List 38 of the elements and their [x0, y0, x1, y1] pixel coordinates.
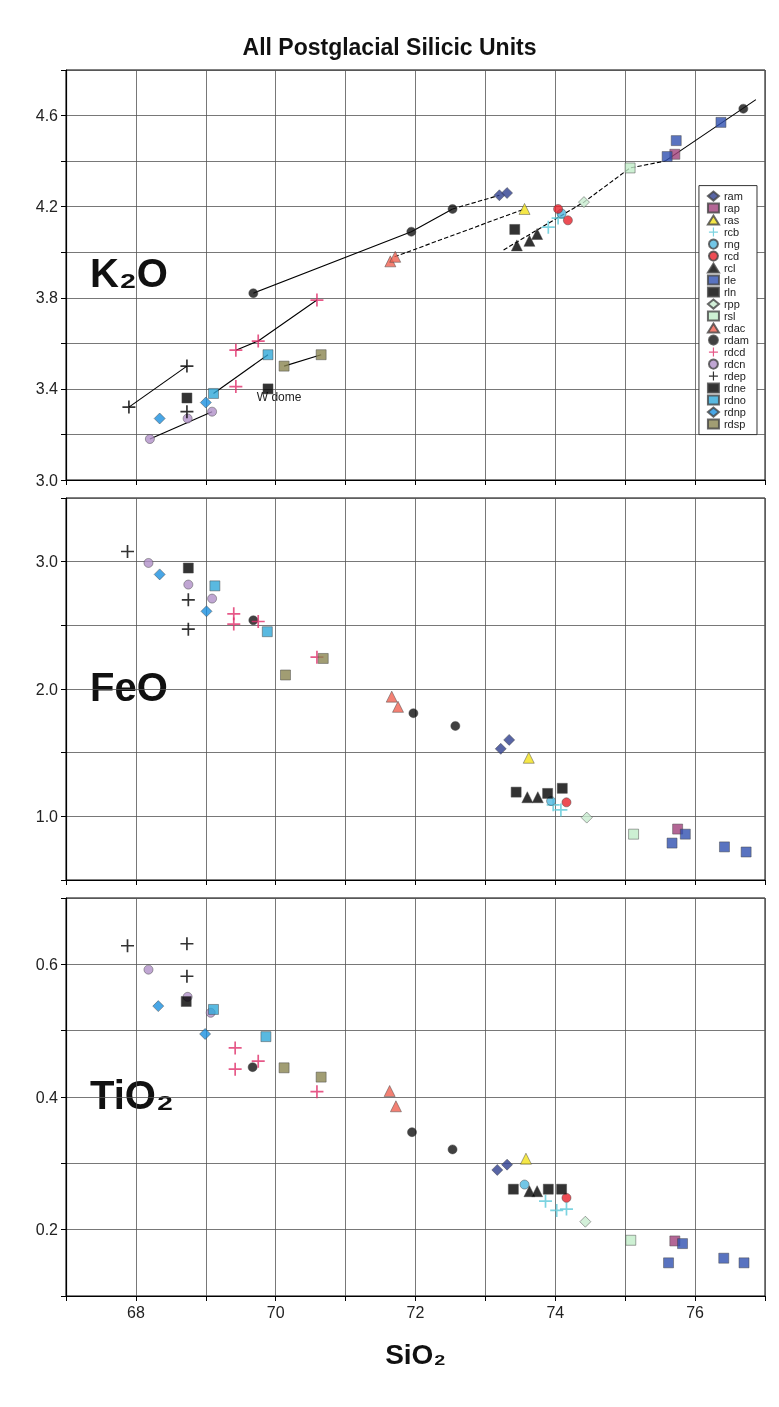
legend-label: rdac [723, 322, 746, 335]
legend-label: rle [723, 274, 737, 287]
chart-title: All Postglacial Silicic Units [242, 33, 537, 60]
legend-label: rdep [723, 370, 746, 383]
x-tick-label: 74 [546, 1303, 565, 1321]
y-tick-label: 4.2 [35, 198, 59, 216]
legend-label: rsl [723, 310, 736, 323]
legend-label: rdam [723, 334, 749, 347]
legend-label: rcd [723, 250, 740, 263]
y-tick-label: 0.2 [35, 1221, 59, 1239]
x-tick-label: 70 [266, 1303, 285, 1321]
legend-label: rcl [723, 262, 736, 275]
y-tick-label: 0.4 [35, 1088, 59, 1106]
legend-label: ram [723, 190, 743, 203]
x-tick-label: 72 [406, 1303, 425, 1321]
y-tick-label: 3.8 [35, 289, 59, 307]
y-tick-label: 1.0 [35, 807, 59, 825]
legend-label: rcb [723, 226, 740, 239]
legend-label: rdsp [723, 418, 746, 431]
x-tick-label: 76 [686, 1303, 705, 1321]
y-tick-label: 2.0 [35, 680, 59, 698]
y-tick-label: 3.0 [35, 553, 59, 571]
x-axis-title: SiO₂ [385, 1338, 446, 1370]
y-tick-label: 4.6 [35, 107, 59, 125]
legend-label: rdcn [723, 358, 746, 371]
y-tick-label: 3.0 [35, 471, 59, 489]
legend-label: rap [723, 202, 740, 215]
legend-label: rln [723, 286, 737, 299]
x-tick-label: 68 [127, 1303, 145, 1321]
legend-label: rdne [723, 382, 746, 395]
legend-label: ras [723, 214, 740, 227]
legend-label: rpp [723, 298, 740, 311]
y-tick-label: 0.6 [35, 955, 59, 973]
legend-label: rdnp [723, 406, 746, 419]
legend-label: rdno [723, 394, 746, 407]
y-tick-label: 3.4 [35, 380, 59, 398]
legend-label: rng [723, 238, 740, 251]
legend-label: rdcd [723, 346, 746, 359]
